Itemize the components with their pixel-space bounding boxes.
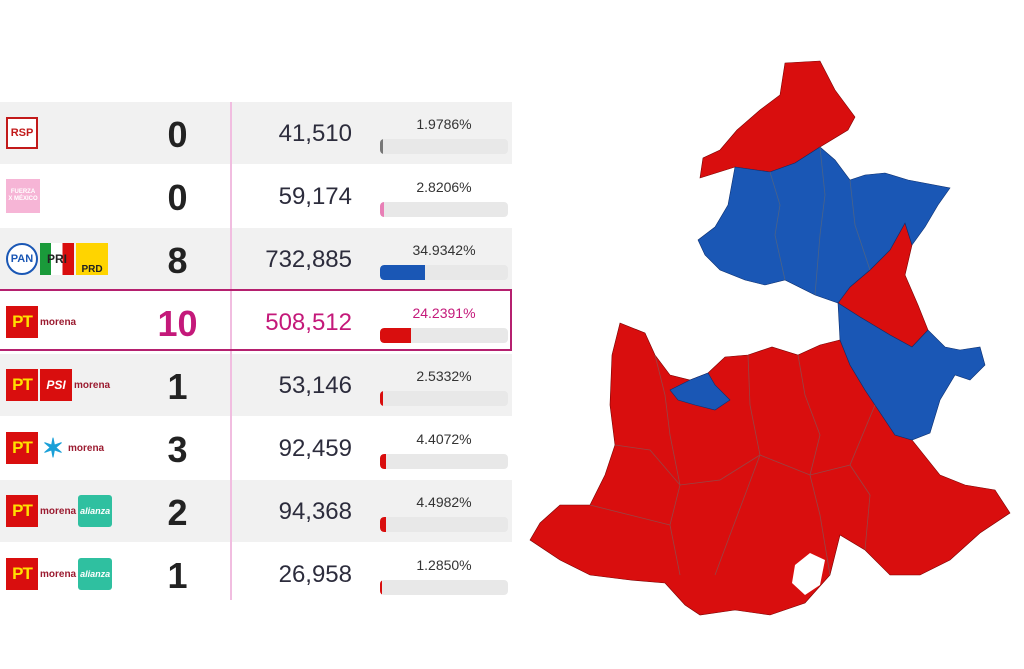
morena-logo: morena [40, 568, 77, 580]
votes-value: 59,174 [278, 183, 352, 210]
percentage-bar-fill [380, 391, 384, 406]
morena-logo: morena [74, 379, 111, 391]
percentage-bar-fill [380, 328, 412, 343]
map-blue-districts [669, 146, 986, 441]
seats-value: 3 [167, 429, 188, 470]
pt-logo: PT [6, 306, 38, 338]
district-south-red [529, 322, 1011, 616]
votes-value: 92,459 [278, 435, 352, 462]
party-logos: PT ✶ morena [6, 431, 104, 465]
percentage-value: 2.8206% [416, 179, 472, 195]
percentage-bar-fill [380, 202, 384, 217]
results-table: RSP 0 41,510 1.9786% FUERZA X MÉXICO 0 59,174 2… [0, 102, 512, 606]
pt-logo: PT [6, 432, 38, 464]
percentage-bar [380, 517, 508, 532]
percentage-bar [380, 580, 508, 595]
district-west-blue [669, 372, 731, 411]
seats-value: 0 [167, 114, 188, 155]
percentage-bar [380, 265, 508, 280]
table-row: PT morena 10 508,512 24.2391% [0, 291, 512, 354]
column-divider [230, 102, 232, 600]
percentage-bar-fill [380, 580, 382, 595]
party-logos: PT morena [6, 305, 76, 339]
party-logos: RSP [6, 116, 38, 150]
pt-logo: PT [6, 495, 38, 527]
psi-logo: PSI [40, 369, 72, 401]
star-icon: ✶ [42, 432, 64, 463]
percentage-bar-fill [380, 265, 425, 280]
votes-value: 26,958 [278, 561, 352, 588]
votes-value: 732,885 [265, 246, 352, 273]
percentage-bar [380, 139, 508, 154]
table-row: RSP 0 41,510 1.9786% [0, 102, 512, 165]
pan-logo: PAN [6, 243, 38, 275]
district-borders [589, 146, 876, 576]
percentage-bar [380, 202, 508, 217]
party-logos: FUERZA X MÉXICO [6, 179, 40, 213]
table-row: PT morena alianza 1 26,958 1.2850% [0, 543, 512, 606]
table-row: PAN PRI PRD 8 732,885 34.9342% [0, 228, 512, 291]
prd-logo: PRD [76, 243, 108, 275]
percentage-bar [380, 328, 508, 343]
district-map [529, 60, 1011, 616]
percentage-bar [380, 454, 508, 469]
map-red-base [529, 60, 1011, 616]
morena-logo: morena [68, 442, 105, 454]
district-northeast-blue [697, 146, 951, 304]
table-row: FUERZA X MÉXICO 0 59,174 2.8206% [0, 165, 512, 228]
party-logos: PT morena alianza [6, 557, 113, 591]
map-hole [792, 553, 825, 595]
seats-value: 1 [167, 366, 188, 407]
pri-logo: PRI [40, 243, 74, 275]
seats-value: 10 [157, 303, 198, 344]
percentage-bar [380, 391, 508, 406]
percentage-bar-fill [380, 139, 383, 154]
percentage-value: 4.4072% [416, 431, 472, 447]
table-row: PT ✶ morena 3 92,459 4.4072% [0, 417, 512, 480]
seats-value: 2 [167, 492, 188, 533]
party-logos: PT morena alianza [6, 494, 113, 528]
votes-value: 508,512 [265, 309, 352, 336]
party-logos: PAN PRI PRD [6, 242, 108, 276]
seats-value: 0 [167, 177, 188, 218]
percentage-value: 4.4982% [416, 494, 472, 510]
percentage-value: 1.9786% [416, 116, 472, 132]
percentage-bar-fill [380, 454, 386, 469]
pt-logo: PT [6, 369, 38, 401]
votes-value: 94,368 [278, 498, 352, 525]
rsp-logo: RSP [6, 117, 38, 149]
percentage-bar-fill [380, 517, 386, 532]
percentage-value: 24.2391% [412, 305, 476, 321]
percentage-value: 34.9342% [412, 242, 476, 258]
table-row: PT morena alianza 2 94,368 4.4982% [0, 480, 512, 543]
district-east-blue [837, 302, 986, 441]
seats-value: 1 [167, 555, 188, 596]
morena-logo: morena [40, 505, 77, 517]
fuerza-por-mexico-logo: FUERZA X MÉXICO [6, 179, 40, 213]
highlighted-row-frame [0, 289, 512, 351]
pt-logo: PT [6, 558, 38, 590]
morena-logo: morena [40, 316, 77, 328]
party-logos: PT PSI morena [6, 368, 110, 402]
alianza-logo: alianza [78, 495, 113, 527]
table-row: PT PSI morena 1 53,146 2.5332% [0, 354, 512, 417]
votes-value: 53,146 [278, 372, 352, 399]
percentage-value: 2.5332% [416, 368, 472, 384]
alianza-logo: alianza [78, 558, 113, 590]
percentage-value: 1.2850% [416, 557, 472, 573]
votes-value: 41,510 [278, 120, 352, 147]
seats-value: 8 [167, 240, 188, 281]
